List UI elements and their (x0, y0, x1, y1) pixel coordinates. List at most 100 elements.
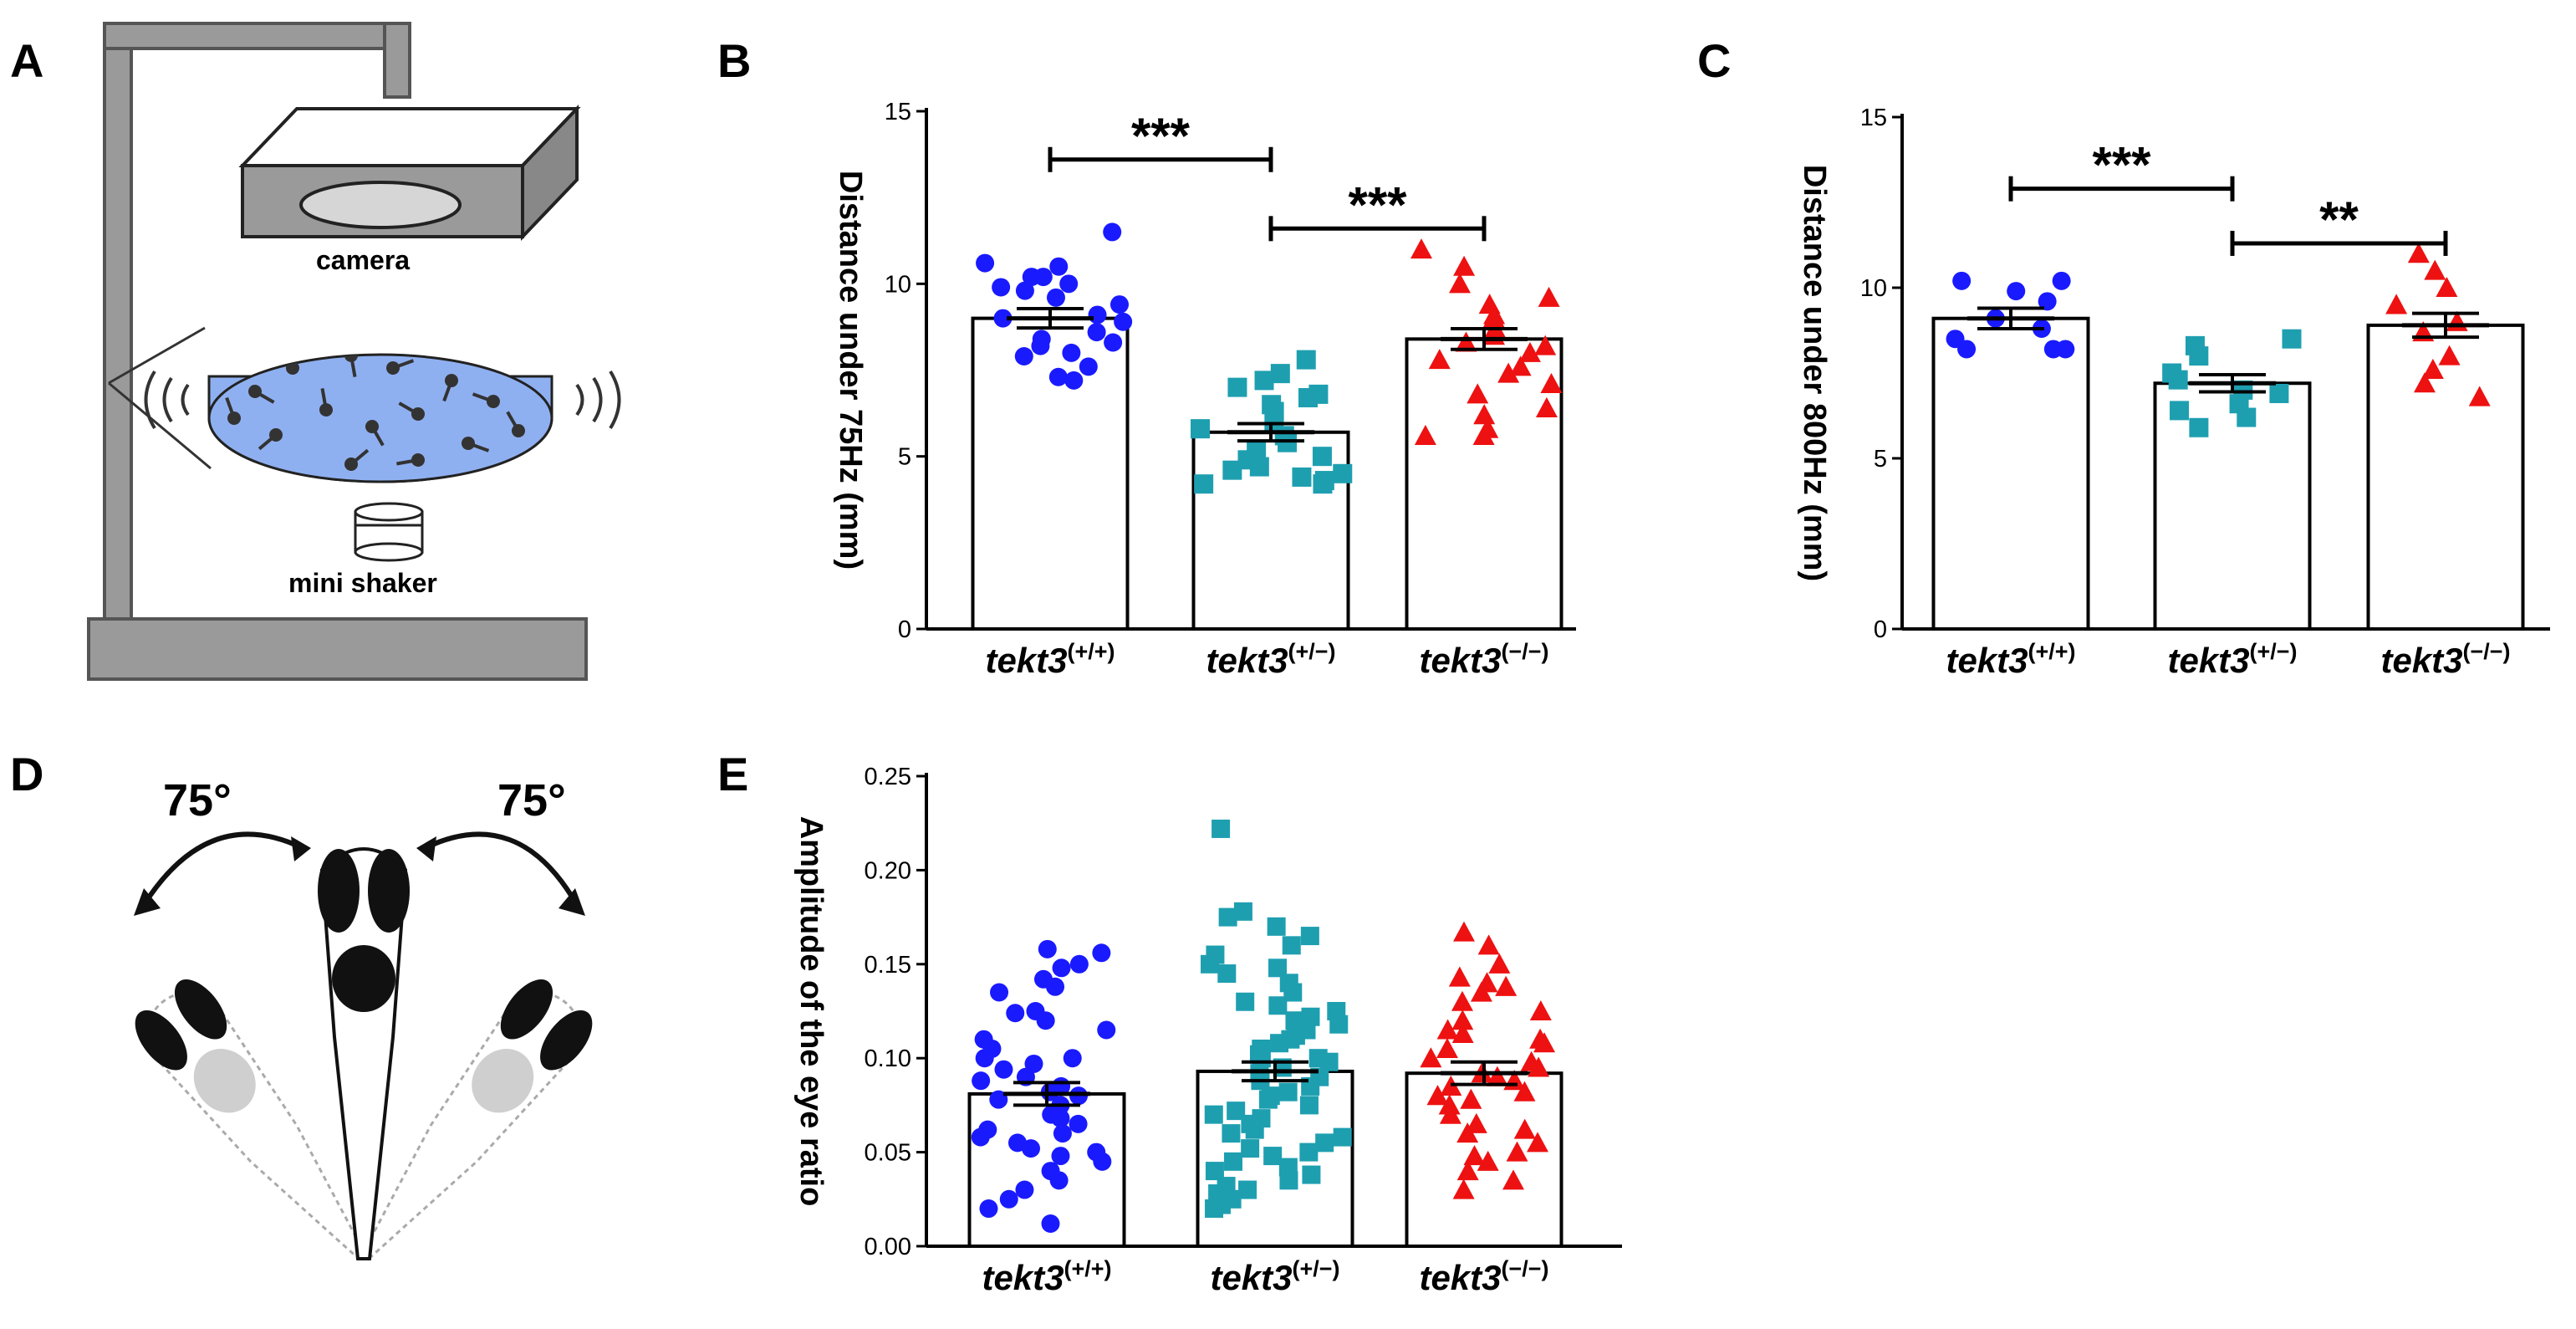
data-point (1319, 1052, 1339, 1071)
data-point (1015, 281, 1034, 300)
y-axis-label: Distance under 75Hz (mm) (833, 171, 868, 570)
data-point (1420, 1047, 1442, 1068)
data-point (1201, 954, 1220, 974)
data-point (2385, 294, 2408, 314)
data-point (1233, 902, 1252, 921)
data-point (1451, 1010, 1474, 1030)
data-point (1451, 1022, 1474, 1044)
data-point (1455, 331, 1477, 352)
data-point (2421, 358, 2444, 379)
diagram-d: D 75° 75° (10, 748, 593, 1260)
data-point (1205, 1199, 1224, 1219)
data-point (1299, 1096, 1319, 1115)
data-point (1051, 1147, 1070, 1166)
data-point (1049, 1171, 1069, 1190)
data-point (1006, 1004, 1025, 1023)
data-point (1451, 990, 1473, 1011)
data-point (1329, 1015, 1349, 1034)
data-point (1312, 447, 1332, 467)
data-point (1299, 1142, 1319, 1162)
data-point (2436, 277, 2458, 298)
data-point (1069, 954, 1089, 974)
data-point (1088, 305, 1107, 325)
diagram-a: A camera (10, 22, 621, 681)
data-point (1497, 362, 1520, 383)
data-point (2237, 407, 2257, 427)
data-point (994, 1060, 1013, 1079)
data-point (1104, 333, 1123, 352)
data-point (1470, 981, 1492, 1002)
data-point (1436, 1019, 1459, 1040)
data-point (1488, 953, 1511, 974)
data-point (1114, 312, 1133, 331)
data-point (1300, 927, 1319, 946)
data-point (1222, 1124, 1241, 1143)
data-point (1103, 222, 1122, 242)
data-point (1021, 1139, 1040, 1158)
data-point (1224, 1152, 1243, 1171)
data-point (1296, 350, 1316, 370)
data-point (1438, 1094, 1461, 1115)
data-point (1533, 1032, 1556, 1053)
data-point (1205, 1162, 1224, 1181)
data-point (1513, 1118, 1536, 1139)
panel-label-a: A (10, 34, 43, 87)
dish-icon (108, 326, 553, 483)
data-point (1957, 340, 1977, 359)
data-point (1015, 1180, 1034, 1199)
data-point (1282, 936, 1301, 955)
data-point (1535, 396, 1558, 417)
bar-3 (1405, 337, 1563, 631)
data-point (2038, 292, 2057, 311)
data-point (1486, 1066, 1508, 1086)
data-point (1211, 819, 1231, 838)
chart-e: E Amplitude of the eye ratio 0.00 0.05 0.10 0… (717, 748, 1622, 1297)
data-point (1031, 336, 1050, 355)
data-point (1191, 419, 1211, 439)
data-point (989, 1090, 1008, 1109)
data-point (1063, 1049, 1082, 1068)
significance-label: *** (2092, 137, 2151, 193)
data-point (1315, 1133, 1334, 1153)
data-point (1467, 383, 1489, 404)
y-tick-label: 10 (1860, 275, 1887, 302)
panel-label-c: C (1697, 34, 1731, 87)
data-point (2170, 401, 2190, 421)
data-point (1428, 349, 1451, 370)
data-point (2424, 259, 2446, 280)
y-tick-label: 0.00 (865, 1234, 911, 1260)
y-tick-label: 5 (1874, 446, 1887, 473)
data-point (1448, 966, 1471, 987)
rotation-arrow-icon (141, 831, 579, 907)
data-point (1270, 1034, 1289, 1053)
data-point (1109, 295, 1129, 314)
x-tick-label: tekt3(+/−) (1210, 1256, 1339, 1297)
data-point (1456, 1160, 1479, 1181)
data-point (1048, 367, 1068, 386)
data-point (1528, 1056, 1550, 1077)
data-point (1509, 355, 1532, 376)
data-point (1036, 1011, 1055, 1030)
significance-label: ** (2319, 192, 2359, 248)
fish-center-icon (318, 847, 410, 1260)
data-point (1097, 1020, 1116, 1040)
data-point (1245, 1120, 1264, 1139)
data-point (1087, 323, 1106, 342)
data-point (1064, 371, 1084, 390)
bar-1 (971, 316, 1130, 631)
y-tick-label: 10 (885, 271, 911, 298)
data-point (1254, 371, 1274, 391)
data-point (1477, 1150, 1499, 1171)
fish-right-icon (361, 979, 593, 1260)
data-point (1495, 975, 1518, 996)
panel-label-e: E (717, 748, 748, 800)
data-point (1502, 1169, 1525, 1190)
data-point (1453, 921, 1476, 942)
data-point (1448, 273, 1471, 294)
data-point (1452, 1178, 1475, 1199)
data-point (1204, 1105, 1223, 1124)
data-point (1302, 1165, 1321, 1184)
y-tick-label: 15 (885, 99, 911, 125)
data-point (972, 1071, 991, 1091)
data-point (1049, 257, 1069, 276)
